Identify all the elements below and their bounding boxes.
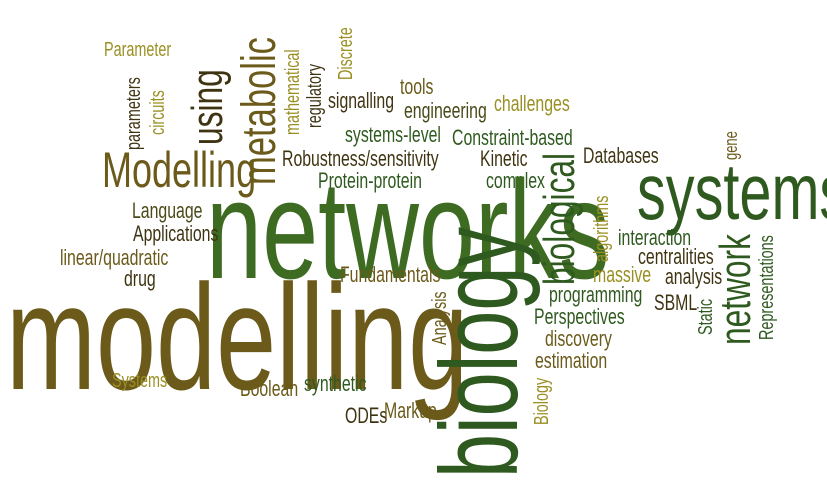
word-mathematical: mathematical <box>282 49 304 135</box>
word-protein-protein: Protein-protein <box>318 168 422 193</box>
word-modelling-cap: Modelling <box>102 142 257 198</box>
word-parameter: Parameter <box>104 39 172 61</box>
word-systems: systems <box>637 147 827 236</box>
word-systems-level: systems-level <box>345 122 441 147</box>
word-databases: Databases <box>583 143 659 168</box>
word-networks: networks <box>206 151 610 308</box>
word-engineering: engineering <box>404 98 487 123</box>
word-analysis-lower: analysis <box>665 264 723 289</box>
word-applications: Applications <box>133 221 219 246</box>
word-boolean: Boolean <box>240 376 299 401</box>
word-discrete: Discrete <box>335 27 357 80</box>
word-programming: programming <box>549 282 643 307</box>
word-parameters: parameters <box>123 77 145 150</box>
word-complex: complex <box>486 168 545 193</box>
word-perspectives: Perspectives <box>534 304 625 329</box>
word-regulatory: regulatory <box>304 63 326 128</box>
word-centralities: centralities <box>638 244 714 269</box>
word-gene: gene <box>721 131 741 160</box>
word-using: using <box>183 69 232 145</box>
word-massive: massive <box>593 262 652 287</box>
word-signalling: signalling <box>328 88 395 113</box>
word-static: Static <box>695 298 717 335</box>
word-synthetic: synthetic <box>304 371 367 396</box>
word-challenges: challenges <box>494 91 570 116</box>
word-fundamentals: Fundamentals <box>340 262 441 287</box>
word-metabolic: metabolic <box>233 37 286 186</box>
word-modelling: modelling <box>6 253 469 421</box>
word-robustness-sensitivity: Robustness/sensitivity <box>282 146 439 171</box>
word-kinetic: Kinetic <box>480 146 528 171</box>
word-odes: ODEs <box>345 403 388 428</box>
word-biology: biology <box>418 227 541 478</box>
word-interaction: interaction <box>618 225 692 250</box>
word-drug: drug <box>124 266 156 291</box>
word-linear-quadratic: linear/quadratic <box>60 245 169 270</box>
word-language: Language <box>132 198 203 223</box>
word-network: network <box>711 234 760 345</box>
word-markup: Markup <box>384 398 437 423</box>
word-discovery: discovery <box>545 326 612 351</box>
word-biology-cap: Biology <box>531 377 553 425</box>
word-estimation: estimation <box>535 348 608 373</box>
word-tools: tools <box>400 74 434 99</box>
word-constraint-based: Constraint-based <box>452 125 573 150</box>
word-circuits: circuits <box>147 90 169 135</box>
word-algorithms: algorithms <box>591 195 613 262</box>
word-representations: Representations <box>756 235 778 340</box>
word-sbml: SBML <box>654 290 698 315</box>
word-biological: biological <box>535 152 584 285</box>
word-systems-cap: Systems <box>112 370 168 392</box>
